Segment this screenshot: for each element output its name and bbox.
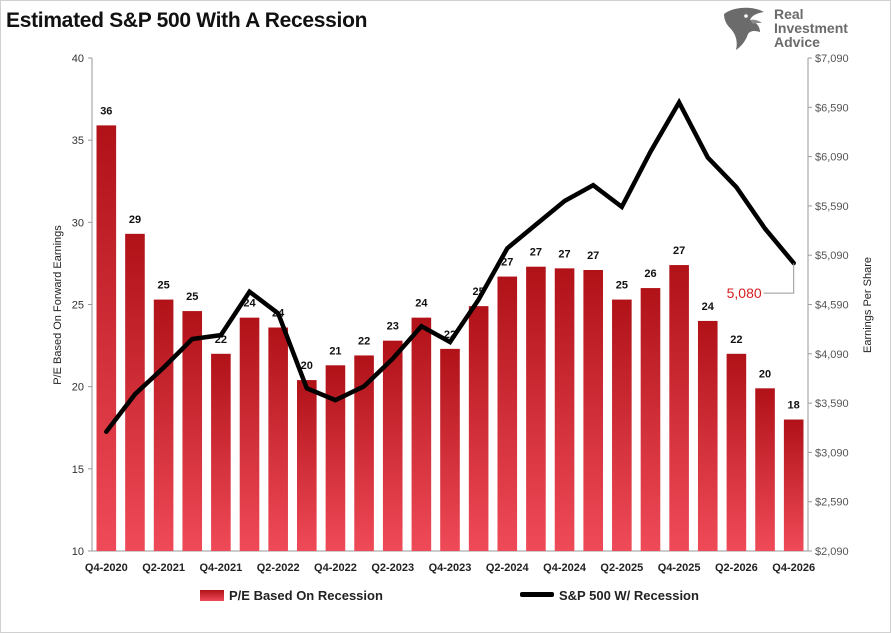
x-tick-label: Q2-2022 <box>257 562 300 574</box>
x-tick-label: Q2-2021 <box>142 562 185 574</box>
right-tick-label: $2,090 <box>815 546 849 558</box>
left-tick-label: 10 <box>72 546 84 558</box>
bar <box>697 320 718 551</box>
left-tick-label: 20 <box>72 382 84 394</box>
logo-line-1: Real <box>774 6 804 22</box>
bar <box>354 355 374 551</box>
end-value-annotation: 5,080 <box>727 285 762 301</box>
right-tick-label: $2,590 <box>815 497 849 509</box>
bar <box>268 327 288 551</box>
bar <box>182 311 203 551</box>
bar-data-label: 27 <box>501 257 513 269</box>
left-tick-label: 25 <box>72 300 84 312</box>
right-tick-label: $5,090 <box>815 250 849 262</box>
bar-data-label: 24 <box>702 301 715 313</box>
bar-data-label: 29 <box>129 214 141 226</box>
logo-line-3: Advice <box>774 34 820 50</box>
eagle-head-icon <box>724 7 764 51</box>
legend-item-pe: P/E Based On Recession <box>200 588 383 603</box>
bar <box>526 266 546 551</box>
line-layer: 5,080 <box>104 97 796 434</box>
legend-label-sp500: S&P 500 W/ Recession <box>559 588 699 603</box>
bar-data-label: 24 <box>415 298 428 310</box>
x-tick-label: Q2-2023 <box>371 562 414 574</box>
bar-data-label: 20 <box>301 360 313 372</box>
x-tick-label: Q4-2022 <box>314 562 357 574</box>
right-tick-label: $3,090 <box>815 447 849 459</box>
left-tick-label: 15 <box>72 464 84 476</box>
bar-data-label: 21 <box>329 345 341 357</box>
x-tick-label: Q4-2024 <box>543 562 587 574</box>
logo: Real Investment Advice <box>720 4 880 54</box>
right-tick-label: $7,090 <box>815 53 849 65</box>
bar-data-label: 24 <box>243 298 256 310</box>
right-tick-label: $4,590 <box>815 300 849 312</box>
bar <box>554 268 575 551</box>
legend-item-sp500: S&P 500 W/ Recession <box>520 588 699 603</box>
annotation-leader <box>763 263 795 294</box>
bar <box>411 317 432 551</box>
page-title: Estimated S&P 500 With A Recession <box>6 9 368 32</box>
legend-swatch-bar <box>200 590 224 601</box>
legend-label-pe: P/E Based On Recession <box>229 588 383 603</box>
right-tick-label: $4,090 <box>815 349 849 361</box>
bar-data-label: 25 <box>186 291 198 303</box>
bar-data-label: 23 <box>387 321 399 333</box>
bar <box>211 353 231 551</box>
bar-data-label: 27 <box>558 248 570 260</box>
logo-text: Real Investment Advice <box>774 7 848 49</box>
x-tick-label: Q2-2025 <box>600 562 643 574</box>
bar <box>726 353 747 551</box>
left-tick-label: 35 <box>72 135 84 147</box>
bar <box>583 269 603 551</box>
x-tick-label: Q4-2021 <box>199 562 242 574</box>
bar <box>96 125 117 552</box>
bar <box>669 265 689 551</box>
x-tick-label: Q4-2025 <box>658 562 701 574</box>
bars <box>96 125 804 552</box>
right-tick-label: $5,590 <box>815 201 849 213</box>
bar <box>755 388 775 551</box>
right-tick-label: $6,090 <box>815 152 849 164</box>
x-tick-label: Q4-2020 <box>85 562 128 574</box>
bar-data-label: 36 <box>100 105 112 117</box>
legend-swatch-line <box>520 592 554 597</box>
x-tick-label: Q4-2023 <box>429 562 472 574</box>
logo-line-2: Investment <box>774 20 848 36</box>
bar-data-label: 27 <box>530 247 542 259</box>
bar-data-label: 27 <box>587 250 599 262</box>
left-tick-label: 30 <box>72 217 84 229</box>
bar-data-label: 25 <box>157 280 169 292</box>
bar <box>468 306 489 551</box>
bar <box>783 419 804 551</box>
bar <box>153 299 174 551</box>
bar-data-label: 22 <box>730 334 742 346</box>
bar <box>239 317 260 551</box>
sp500-line <box>104 97 796 434</box>
x-tick-label: Q2-2026 <box>715 562 758 574</box>
bar <box>640 288 661 551</box>
bar <box>382 340 403 551</box>
x-tick-label: Q2-2024 <box>486 562 530 574</box>
left-axis-title: P/E Based On Forward Earnings <box>52 225 64 385</box>
bar-data-label: 22 <box>358 335 370 347</box>
bar-data-label: 18 <box>788 400 800 412</box>
bar <box>612 299 632 551</box>
x-tick-label: Q4-2026 <box>772 562 815 574</box>
bar-data-label: 25 <box>616 280 628 292</box>
left-tick-label: 40 <box>72 53 84 65</box>
bar-data-label: 26 <box>644 268 656 280</box>
bar <box>497 276 518 551</box>
bar <box>440 348 460 551</box>
bar <box>325 365 346 551</box>
bar-data-label: 20 <box>759 368 771 380</box>
right-tick-label: $3,590 <box>815 398 849 410</box>
bar <box>297 380 317 551</box>
right-axis-title: Earnings Per Share <box>862 257 874 353</box>
bar-data-label: 27 <box>673 245 685 257</box>
right-tick-label: $6,590 <box>815 102 849 114</box>
